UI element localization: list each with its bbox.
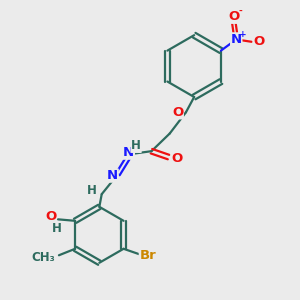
Text: H: H: [87, 184, 97, 197]
Text: N: N: [123, 146, 134, 159]
Text: O: O: [228, 10, 239, 23]
Text: CH₃: CH₃: [32, 251, 56, 264]
Text: +: +: [239, 30, 247, 39]
Text: O: O: [171, 152, 182, 165]
Text: -: -: [238, 6, 242, 15]
Text: O: O: [253, 35, 265, 48]
Text: H: H: [52, 222, 61, 235]
Text: N: N: [231, 33, 242, 46]
Text: H: H: [131, 140, 141, 152]
Text: N: N: [107, 169, 118, 182]
Text: Br: Br: [139, 249, 156, 262]
Text: O: O: [172, 106, 183, 119]
Text: O: O: [45, 211, 56, 224]
